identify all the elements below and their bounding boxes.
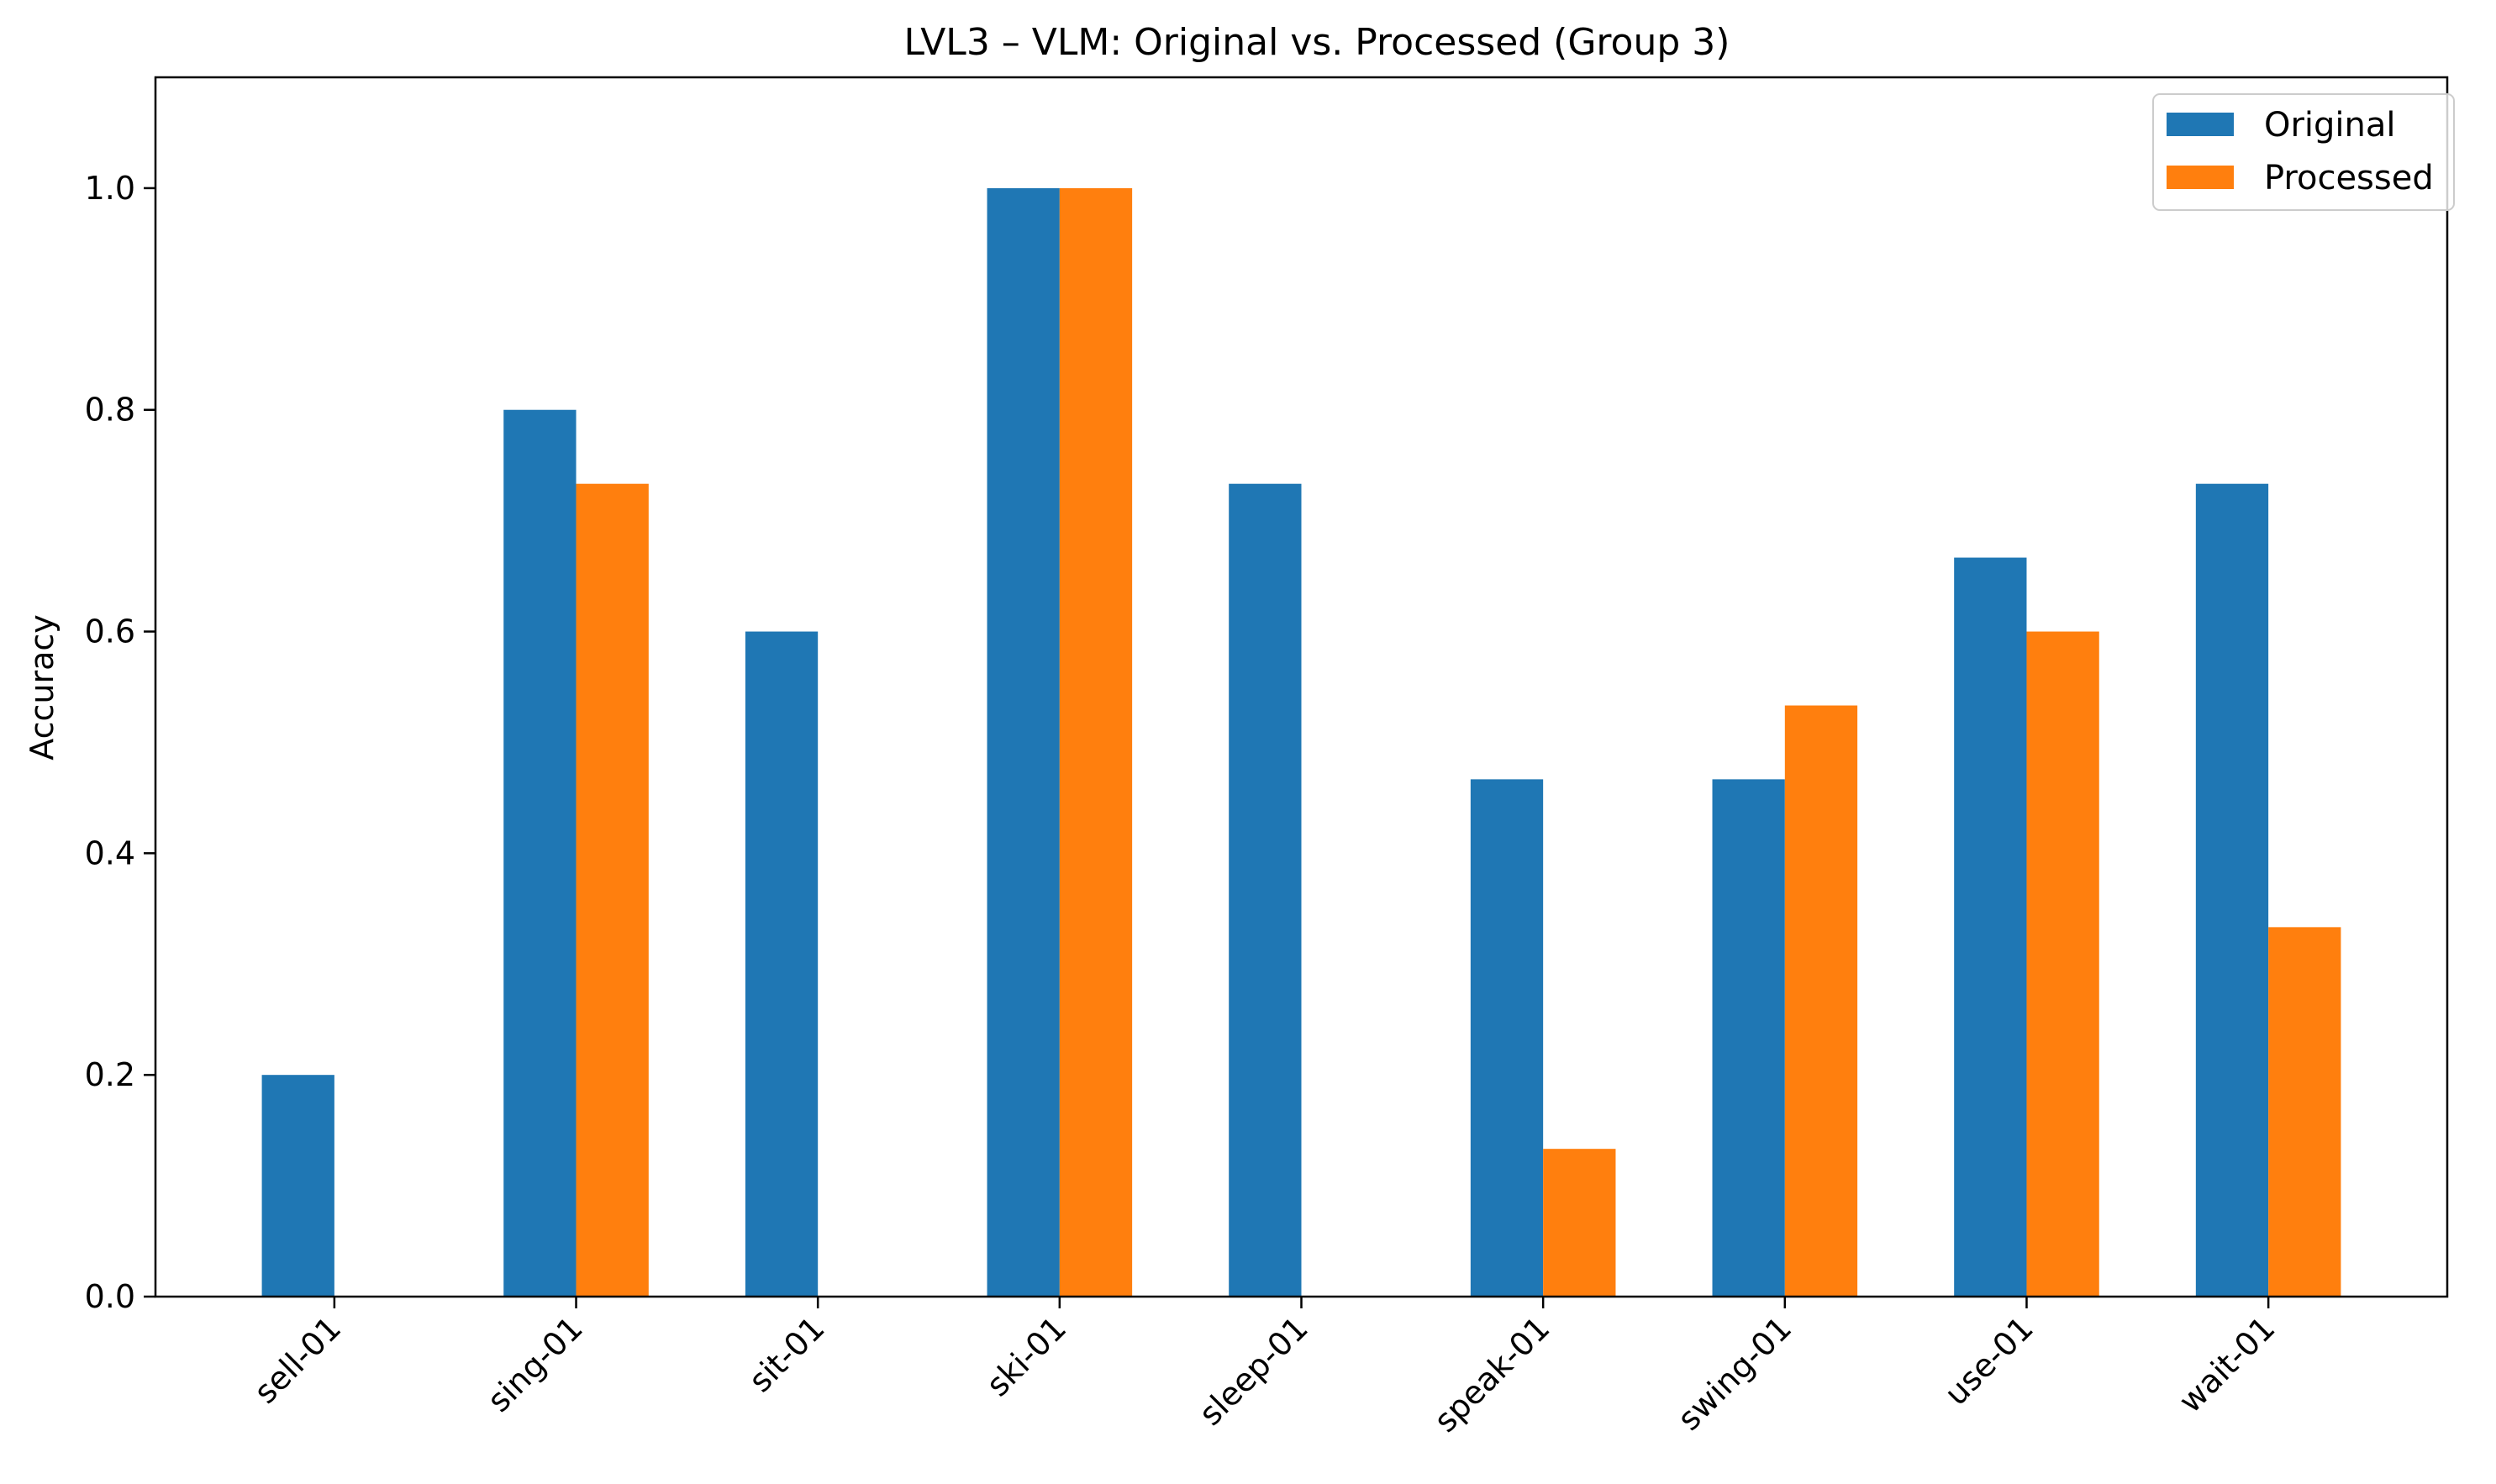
bar-original-sleep-01 <box>1229 483 1302 1297</box>
bar-processed-sing-01 <box>576 483 649 1297</box>
y-tick-label: 0.0 <box>85 1278 135 1315</box>
bars-layer <box>261 187 2341 1297</box>
bar-original-wait-01 <box>2195 483 2269 1297</box>
legend-swatch-processed <box>2167 166 2234 189</box>
bar-original-swing-01 <box>1712 779 1785 1297</box>
y-tick-label: 0.6 <box>85 613 135 650</box>
y-tick-label: 0.4 <box>85 834 135 871</box>
y-tick-label: 0.2 <box>85 1056 135 1093</box>
bar-original-sit-01 <box>745 631 819 1297</box>
bar-original-sing-01 <box>503 409 577 1297</box>
y-tick-label: 1.0 <box>85 170 135 207</box>
y-axis-label: Accuracy <box>24 614 61 760</box>
bar-original-sell-01 <box>261 1075 334 1297</box>
bar-original-use-01 <box>1954 557 2027 1297</box>
legend: Original Processed <box>2152 93 2455 211</box>
bar-original-ski-01 <box>987 187 1060 1297</box>
bar-processed-use-01 <box>2026 631 2099 1297</box>
legend-swatch-original <box>2167 113 2234 136</box>
plot-frame <box>154 76 2449 1298</box>
bar-processed-wait-01 <box>2268 927 2341 1297</box>
bar-original-speak-01 <box>1470 779 1544 1297</box>
legend-label-processed: Processed <box>2264 159 2434 197</box>
y-tick-label: 0.8 <box>85 392 135 429</box>
bar-processed-ski-01 <box>1059 187 1133 1297</box>
bar-processed-swing-01 <box>1784 705 1858 1297</box>
chart-title: LVL3 – VLM: Original vs. Processed (Grou… <box>904 21 1730 64</box>
bar-processed-speak-01 <box>1543 1149 1616 1297</box>
legend-label-original: Original <box>2264 106 2396 145</box>
